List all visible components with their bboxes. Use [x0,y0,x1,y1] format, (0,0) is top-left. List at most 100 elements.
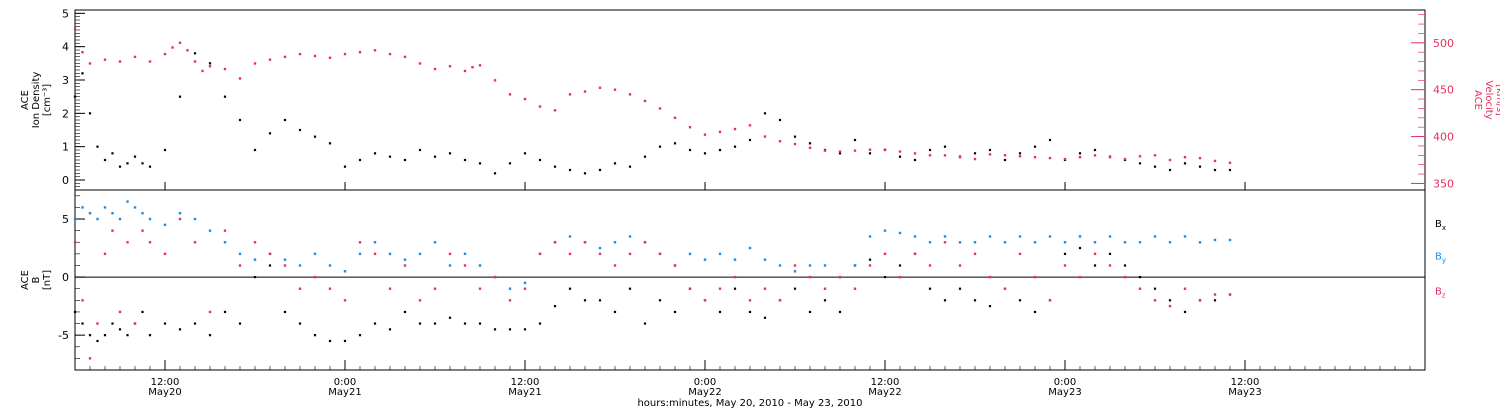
bz-point [658,252,662,256]
bottom-panel-frame [74,189,1426,371]
by-point [388,252,392,256]
density-point [1213,168,1217,172]
by-point [898,231,902,235]
x-tick-time: 12:00 [511,377,540,388]
velocity-point [1108,155,1112,159]
density-point [553,165,557,168]
b-tick-label: -5 [58,329,69,342]
velocity-point [328,56,332,60]
bz-point [133,322,137,325]
x-tick-time: 0:00 [1054,377,1076,388]
velocity-point [463,69,467,73]
bx-point [1108,252,1112,255]
bx-point [598,299,602,302]
velocity-point [493,79,497,82]
velocity-tick-label: 400 [1433,131,1454,144]
density-point [1093,148,1097,152]
density-point [763,112,767,115]
density-point [298,128,302,132]
density-point [1018,152,1022,155]
density-point [373,152,377,155]
bz-point [81,299,84,302]
bx-point [538,322,542,325]
velocity-point [1018,155,1022,158]
velocity-point [913,152,917,155]
bz-point [253,241,257,244]
bz-point [628,252,632,256]
by-point [748,246,752,250]
bx-point [328,339,332,343]
bx-point [718,310,722,314]
density-point [88,112,92,115]
velocity-point [478,64,482,67]
velocity-point [1138,155,1142,158]
density-point [778,118,782,122]
by-point [1123,241,1127,244]
velocity-point [163,52,167,56]
velocity-point [1063,157,1067,161]
velocity-tick-label: 450 [1433,84,1454,97]
density-point [808,142,812,145]
bz-point [103,252,107,256]
bz-point [238,264,242,267]
bx-point [883,275,887,279]
density-point [1003,158,1007,162]
bx-point [733,287,737,290]
by-point [988,235,992,238]
by-point [126,200,129,203]
bx-point [868,258,872,261]
velocity-point [201,69,204,73]
bz-point [748,299,752,302]
bx-point [1078,246,1082,250]
by-point [373,241,377,244]
bx-point [141,310,144,314]
density-point [178,95,182,98]
density-point [1183,162,1187,165]
bx-point [1183,310,1187,314]
bz-point [808,275,812,279]
bz-point [913,252,917,256]
by-point [688,252,692,256]
velocity-point [1093,154,1097,157]
bx-point [613,310,617,314]
by-point [1003,241,1007,244]
by-point [1018,235,1022,238]
density-point [403,158,407,162]
density-point [328,142,332,145]
by-point [628,235,632,238]
bx-point [493,328,497,331]
bx-point [748,310,752,314]
bx-point [928,287,932,290]
density-point [538,158,542,162]
bx-point [988,305,992,308]
bx-point [223,310,227,314]
x-tick-day: May20 [148,387,181,398]
density-point [81,72,84,75]
velocity-point [643,99,647,103]
b-axis-label: ACE [20,270,31,290]
by-point [913,235,917,238]
velocity-point [313,54,317,58]
velocity-tick-label: 500 [1433,37,1454,50]
density-point [238,118,242,122]
x-tick-time: 12:00 [871,377,900,388]
bz-point [508,299,512,302]
bz-point [883,252,887,256]
density-point [343,165,347,168]
bx-point [1168,299,1172,302]
velocity-series [73,27,1232,165]
density-axis-label: [cm⁻³] [42,84,53,116]
by-point [118,217,122,221]
legend-entry-bz: Bz [1435,287,1446,300]
bx-point [943,299,947,302]
by-point [973,241,977,244]
bz-point [1093,252,1097,256]
bz-point [1183,287,1187,290]
density-tick-label: 4 [62,41,69,54]
bz-point [1063,264,1067,267]
velocity-point [118,60,122,63]
by-point [868,235,872,238]
velocity-point [148,60,152,63]
by-point [1138,241,1142,244]
velocity-point [208,65,212,68]
